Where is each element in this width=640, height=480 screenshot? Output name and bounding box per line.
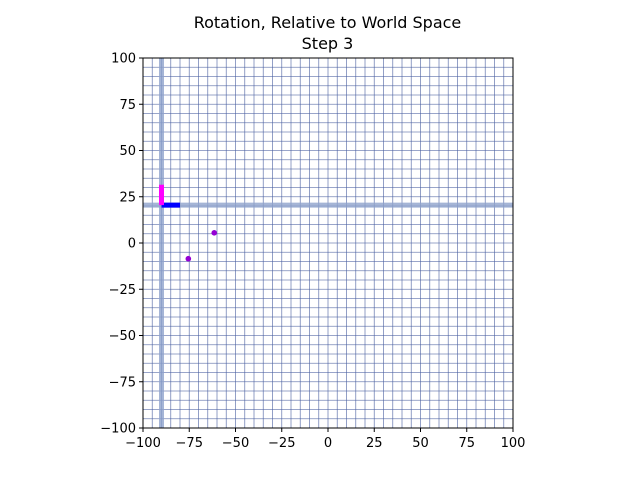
basis-vectors (159, 184, 180, 208)
x-tick-label: −75 (176, 436, 203, 451)
y-axis: −100 −75 −50 −25 0 25 50 75 100 (100, 52, 143, 437)
grid (142, 57, 514, 429)
reference-axes (143, 58, 513, 428)
data-points (185, 230, 218, 262)
x-axis: −100 −75 −50 −25 0 25 50 75 100 (125, 428, 525, 451)
x-tick-label: 0 (324, 436, 332, 451)
x-tick-label: 75 (458, 436, 475, 451)
data-point (211, 230, 218, 236)
y-tick-label: −50 (109, 329, 136, 344)
y-tick-label: −75 (109, 375, 136, 390)
y-tick-label: 75 (119, 98, 136, 113)
x-tick-label: 50 (412, 436, 429, 451)
x-tick-label: −100 (125, 436, 161, 451)
y-tick-label: 100 (111, 52, 136, 67)
y-tick-label: 25 (119, 190, 136, 205)
chart-title: Rotation, Relative to World Space (194, 13, 462, 32)
x-tick-label: 100 (501, 436, 526, 451)
x-tick-label: −50 (222, 436, 249, 451)
y-tick-label: 0 (128, 237, 136, 252)
data-point (185, 255, 192, 262)
x-tick-label: −25 (268, 436, 295, 451)
y-tick-label: −100 (100, 422, 136, 437)
y-tick-label: 50 (119, 144, 136, 159)
y-tick-label: −25 (109, 283, 136, 298)
x-tick-label: 25 (366, 436, 383, 451)
chart-subtitle: Step 3 (302, 34, 354, 53)
